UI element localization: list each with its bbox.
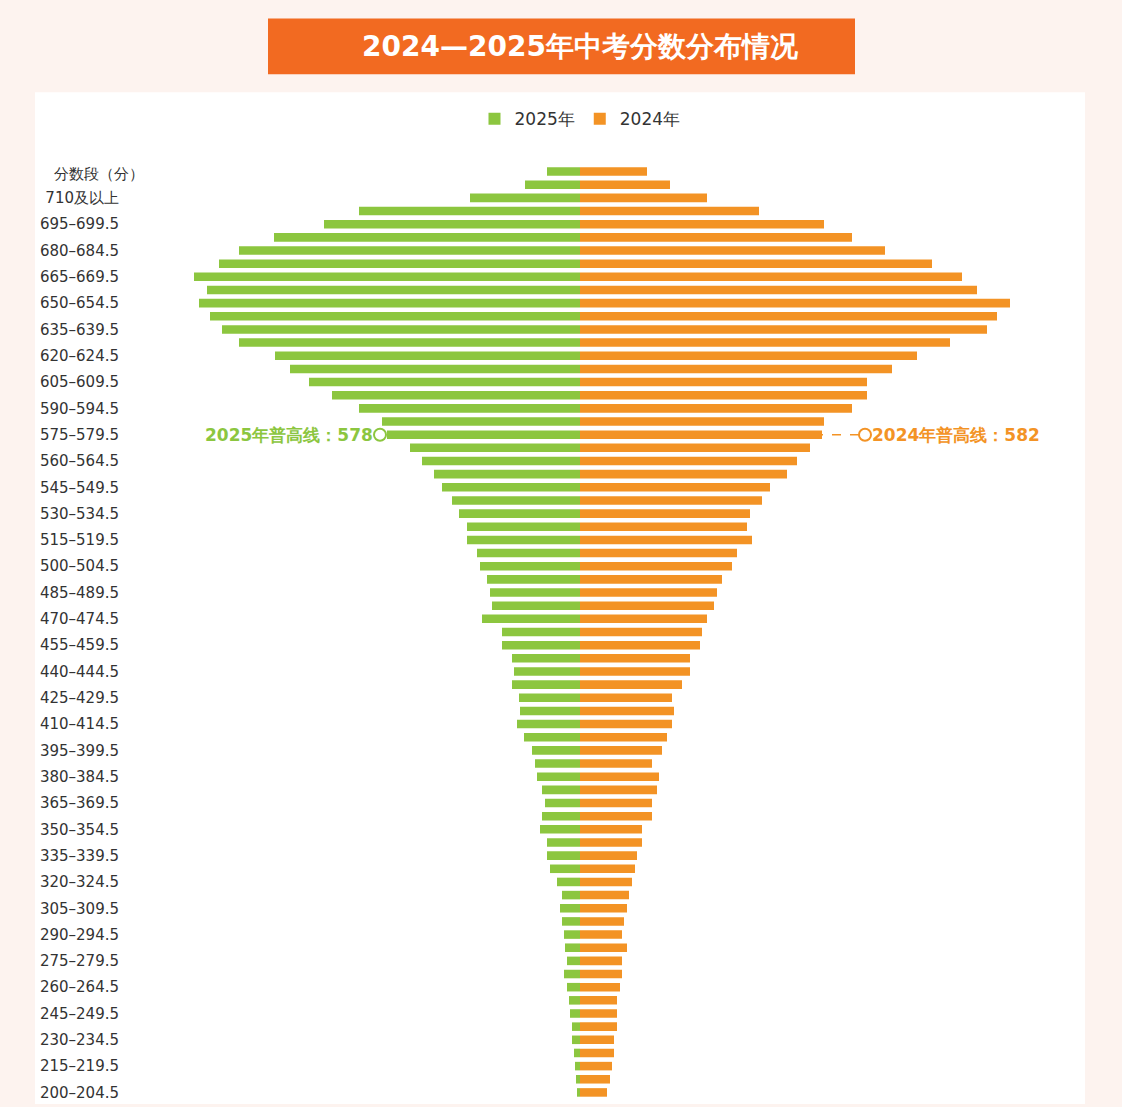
svg-text:425–429.5: 425–429.5 [40,689,119,707]
svg-text:710及以上: 710及以上 [45,189,119,207]
svg-text:470–474.5: 470–474.5 [40,610,119,628]
svg-text:260–264.5: 260–264.5 [40,978,119,996]
svg-text:515–519.5: 515–519.5 [40,531,119,549]
svg-text:605–609.5: 605–609.5 [40,373,119,391]
svg-text:365–369.5: 365–369.5 [40,794,119,812]
svg-text:2025年普高线：578: 2025年普高线：578 [205,425,373,445]
svg-text:575–579.5: 575–579.5 [40,426,119,444]
svg-text:320–324.5: 320–324.5 [40,873,119,891]
svg-text:2024—2025年中考分数分布情况: 2024—2025年中考分数分布情况 [362,30,799,63]
svg-text:590–594.5: 590–594.5 [40,400,119,418]
svg-text:275–279.5: 275–279.5 [40,952,119,970]
svg-text:680–684.5: 680–684.5 [40,242,119,260]
svg-text:335–339.5: 335–339.5 [40,847,119,865]
svg-text:455–459.5: 455–459.5 [40,636,119,654]
svg-text:350–354.5: 350–354.5 [40,821,119,839]
svg-text:分数段（分）: 分数段（分） [54,165,144,183]
svg-text:230–234.5: 230–234.5 [40,1031,119,1049]
svg-text:530–534.5: 530–534.5 [40,505,119,523]
svg-text:665–669.5: 665–669.5 [40,268,119,286]
svg-text:695–699.5: 695–699.5 [40,215,119,233]
svg-text:650–654.5: 650–654.5 [40,294,119,312]
svg-text:545–549.5: 545–549.5 [40,479,119,497]
svg-text:245–249.5: 245–249.5 [40,1005,119,1023]
svg-text:2024年普高线：582: 2024年普高线：582 [872,425,1040,445]
svg-text:500–504.5: 500–504.5 [40,557,119,575]
svg-text:395–399.5: 395–399.5 [40,742,119,760]
svg-text:2025年: 2025年 [515,109,575,129]
svg-text:380–384.5: 380–384.5 [40,768,119,786]
svg-text:485–489.5: 485–489.5 [40,584,119,602]
svg-text:560–564.5: 560–564.5 [40,452,119,470]
svg-text:440–444.5: 440–444.5 [40,663,119,681]
svg-text:620–624.5: 620–624.5 [40,347,119,365]
svg-text:215–219.5: 215–219.5 [40,1057,119,1075]
svg-text:2024年: 2024年 [620,109,680,129]
svg-text:290–294.5: 290–294.5 [40,926,119,944]
svg-text:200–204.5: 200–204.5 [40,1084,119,1102]
svg-text:410–414.5: 410–414.5 [40,715,119,733]
svg-text:635–639.5: 635–639.5 [40,321,119,339]
svg-text:305–309.5: 305–309.5 [40,900,119,918]
